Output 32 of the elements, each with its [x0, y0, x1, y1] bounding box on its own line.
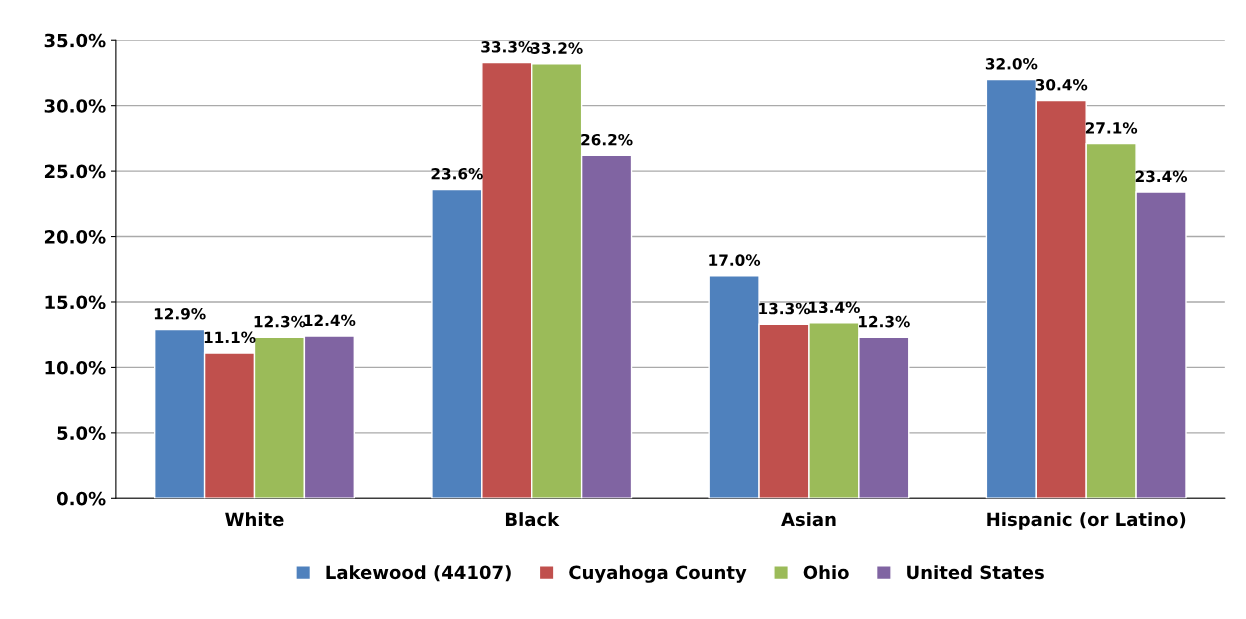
- y-tick-label: 0.0%: [56, 491, 106, 506]
- data-label: 11.1%: [204, 331, 256, 344]
- data-label: 33.2%: [531, 42, 583, 54]
- data-label: 23.4%: [1135, 170, 1188, 183]
- y-tick-label: 30.0%: [44, 99, 106, 113]
- legend-label: Lakewood (44107): [326, 565, 511, 582]
- data-label: 13.4%: [809, 301, 860, 314]
- legend-label: Cuyahoga County: [569, 565, 747, 583]
- x-tick-label: White: [225, 512, 284, 527]
- data-label: 17.0%: [709, 254, 761, 266]
- legend-label: Ohio: [803, 565, 849, 580]
- data-label: 12.3%: [859, 315, 910, 328]
- y-tick-label: 25.0%: [44, 164, 106, 179]
- y-tick-label: 20.0%: [44, 230, 106, 244]
- data-label: 26.2%: [581, 133, 633, 146]
- data-label: 27.1%: [1085, 122, 1138, 134]
- y-tick-label: 10.0%: [45, 360, 106, 375]
- y-tick-label: 35.0%: [44, 33, 106, 48]
- legend-label: United States: [907, 565, 1044, 580]
- data-label: 12.3%: [254, 315, 306, 328]
- data-label: 33.3%: [481, 41, 533, 53]
- data-label: 13.3%: [759, 302, 811, 315]
- data-label: 23.6%: [431, 167, 483, 180]
- data-label: 32.0%: [985, 58, 1038, 70]
- x-tick-label: Hispanic (or Latino): [987, 512, 1186, 530]
- x-tick-label: Black: [505, 512, 560, 527]
- data-label: 12.4%: [304, 314, 356, 327]
- data-label: 12.9%: [154, 308, 206, 320]
- y-tick-label: 15.0%: [45, 295, 106, 310]
- x-tick-label: Asian: [781, 512, 836, 527]
- data-label: 30.4%: [1035, 78, 1088, 91]
- y-tick-label: 5.0%: [57, 426, 106, 440]
